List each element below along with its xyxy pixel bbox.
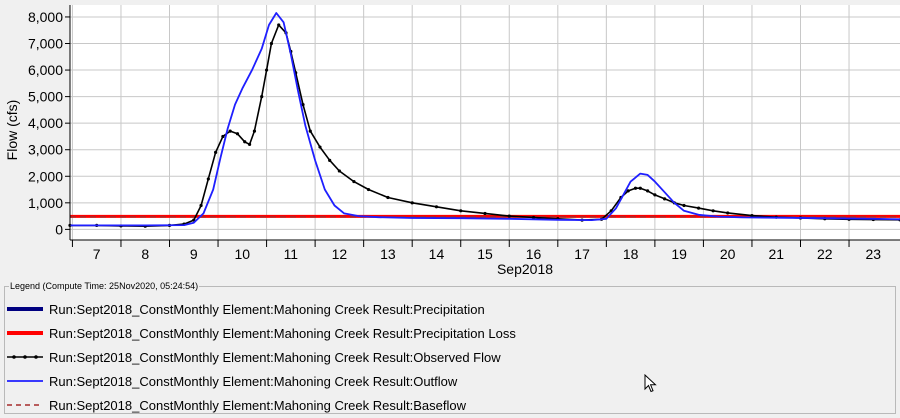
legend-item-precipitation: Run:Sept2018_ConstMonthly Element:Mahoni… bbox=[5, 297, 485, 321]
data-point-observed bbox=[328, 158, 332, 162]
series-line-3 bbox=[70, 12, 900, 227]
legend-label-precipitation: Run:Sept2018_ConstMonthly Element:Mahoni… bbox=[49, 301, 485, 317]
series-line-2 bbox=[70, 24, 900, 227]
y-tick-label: 1,000 bbox=[28, 195, 63, 211]
legend-label-baseflow: Run:Sept2018_ConstMonthly Element:Mahoni… bbox=[49, 397, 466, 413]
grid bbox=[70, 5, 900, 240]
data-point-observed bbox=[682, 203, 686, 208]
x-tick-label: 15 bbox=[477, 246, 493, 262]
data-point-observed bbox=[633, 186, 638, 190]
y-tick-label: 6,000 bbox=[28, 62, 63, 78]
data-point-observed bbox=[214, 150, 218, 154]
data-point-observed bbox=[252, 129, 257, 133]
x-tick-label: 8 bbox=[141, 246, 149, 262]
legend-item-baseflow: Run:Sept2018_ConstMonthly Element:Mahoni… bbox=[5, 393, 466, 417]
data-point-observed bbox=[726, 211, 730, 215]
data-point-observed bbox=[260, 95, 264, 99]
data-point-observed bbox=[646, 189, 650, 193]
legend-item-outflow: Run:Sept2018_ConstMonthly Element:Mahoni… bbox=[5, 369, 457, 393]
legend-item-precipitation-loss: Run:Sept2018_ConstMonthly Element:Mahoni… bbox=[5, 321, 516, 345]
data-point-observed bbox=[206, 177, 210, 181]
data-point-observed bbox=[301, 102, 305, 107]
data-point-observed bbox=[228, 129, 232, 133]
x-tick-label: 21 bbox=[768, 246, 784, 262]
legend-swatch-precipitation-loss bbox=[7, 331, 43, 335]
y-tick-label: 2,000 bbox=[28, 168, 63, 184]
data-point-observed bbox=[459, 209, 463, 213]
y-axis-label: Flow (cfs) bbox=[4, 100, 20, 161]
mouse-cursor-icon bbox=[644, 374, 657, 393]
data-point-observed bbox=[750, 213, 754, 218]
legend-swatch-observed-flow bbox=[7, 355, 43, 359]
y-tick-label: 4,000 bbox=[28, 115, 63, 131]
data-point-observed bbox=[662, 197, 667, 201]
x-tick-label: 14 bbox=[429, 246, 445, 262]
x-tick-label: 23 bbox=[866, 246, 882, 262]
y-tick-label: 5,000 bbox=[28, 89, 63, 105]
data-point-observed bbox=[243, 140, 247, 144]
x-tick-label: 22 bbox=[817, 246, 833, 262]
x-tick-label: 19 bbox=[671, 246, 687, 262]
legend-title: Legend (Compute Time: 25Nov2020, 05:24:5… bbox=[9, 281, 200, 291]
data-point-observed bbox=[386, 195, 390, 200]
x-tick-label: 20 bbox=[720, 246, 736, 262]
data-point-observed bbox=[352, 179, 356, 184]
data-point-observed bbox=[277, 23, 281, 27]
x-tick-label: 13 bbox=[380, 246, 396, 262]
legend-swatch-outflow bbox=[7, 380, 43, 382]
data-point-observed bbox=[221, 134, 225, 139]
data-point-observed bbox=[696, 206, 701, 210]
x-tick-label: 12 bbox=[332, 246, 348, 262]
x-tick-label: 11 bbox=[284, 246, 299, 262]
data-point-observed bbox=[531, 215, 536, 220]
plot-area bbox=[70, 5, 900, 240]
x-axis-label: Sep2018 bbox=[497, 261, 553, 277]
x-tick-label: 17 bbox=[574, 246, 590, 262]
flow-chart: 7 8 9 10 11 12 13 14 15 16 17 18 19 20 21 22 23 0 1,000 2,0… bbox=[4, 5, 900, 277]
legend-label-outflow: Run:Sept2018_ConstMonthly Element:Mahoni… bbox=[49, 373, 458, 389]
data-point-observed bbox=[269, 41, 274, 46]
data-point-observed bbox=[653, 193, 657, 197]
legend: Legend (Compute Time: 25Nov2020, 05:24:5… bbox=[4, 281, 896, 417]
data-point-observed bbox=[626, 189, 630, 193]
y-tick-label: 3,000 bbox=[28, 142, 63, 158]
x-tick-label: 7 bbox=[93, 246, 101, 262]
data-point-observed bbox=[318, 145, 322, 149]
data-point-observed bbox=[434, 205, 439, 209]
data-point-observed bbox=[337, 169, 341, 173]
x-tick-label: 10 bbox=[235, 246, 251, 262]
series-layer bbox=[68, 12, 900, 228]
data-point-observed bbox=[308, 129, 312, 133]
legend-swatch-baseflow bbox=[7, 404, 43, 406]
y-tick-label: 0 bbox=[55, 221, 63, 237]
data-point-observed bbox=[366, 187, 371, 192]
y-tick-label: 8,000 bbox=[28, 9, 63, 25]
data-point-observed bbox=[483, 211, 487, 216]
data-point-observed bbox=[507, 214, 511, 218]
data-point-observed bbox=[264, 68, 269, 72]
x-tick-label: 9 bbox=[190, 246, 198, 262]
data-point-observed bbox=[711, 209, 715, 213]
data-point-observed bbox=[199, 203, 203, 208]
data-point-observed bbox=[638, 186, 642, 190]
axes: 7 8 9 10 11 12 13 14 15 16 17 18 19 20 21 22 23 0 1,000 2,0… bbox=[28, 5, 900, 262]
legend-label-precipitation-loss: Run:Sept2018_ConstMonthly Element:Mahoni… bbox=[49, 325, 516, 341]
legend-swatch-precipitation bbox=[7, 307, 43, 311]
y-tick-label: 7,000 bbox=[28, 36, 63, 52]
legend-item-observed-flow: Run:Sept2018_ConstMonthly Element:Mahoni… bbox=[5, 345, 501, 369]
data-point-observed bbox=[247, 142, 252, 147]
data-point-observed bbox=[410, 201, 414, 205]
x-tick-label: 18 bbox=[623, 246, 639, 262]
legend-label-observed-flow: Run:Sept2018_ConstMonthly Element:Mahoni… bbox=[49, 349, 501, 365]
x-tick-label: 16 bbox=[526, 246, 542, 262]
data-point-observed bbox=[235, 132, 240, 136]
